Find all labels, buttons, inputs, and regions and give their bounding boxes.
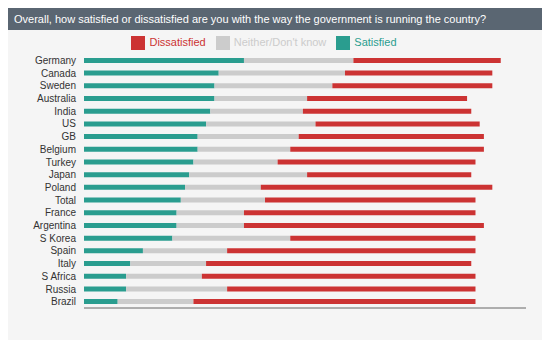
svg-text:Germany: Germany [35, 55, 76, 66]
svg-text:Sweden: Sweden [40, 80, 76, 91]
svg-text:Russia: Russia [45, 284, 76, 295]
svg-text:Japan: Japan [49, 169, 76, 180]
html-text:Dissatisfied: Dissatisfied [149, 36, 206, 48]
svg-text:US: US [62, 118, 76, 129]
svg-text:Poland: Poland [45, 182, 76, 193]
svg-text:Belgium: Belgium [40, 144, 76, 155]
svg-text:Australia: Australia [37, 93, 76, 104]
svg-text:GB: GB [62, 131, 77, 142]
html-text:Satisfied: Satisfied [354, 36, 397, 48]
svg-text:Turkey: Turkey [46, 157, 76, 168]
svg-text:Brazil: Brazil [51, 296, 76, 307]
svg-text:Total: Total [55, 195, 76, 206]
html-text:Overall, how satisfied or diss: Overall, how satisfied or dissatisfied a… [14, 13, 486, 25]
svg-text:S Korea: S Korea [40, 233, 77, 244]
svg-text:Spain: Spain [50, 245, 76, 256]
svg-text:France: France [45, 207, 77, 218]
svg-text:Canada: Canada [41, 68, 76, 79]
svg-text:S Africa: S Africa [42, 271, 77, 282]
html-text:Neither/Don't know: Neither/Don't know [233, 36, 327, 48]
svg-text:India: India [54, 106, 76, 117]
svg-text:Italy: Italy [58, 258, 76, 269]
svg-text:Argentina: Argentina [33, 220, 76, 231]
